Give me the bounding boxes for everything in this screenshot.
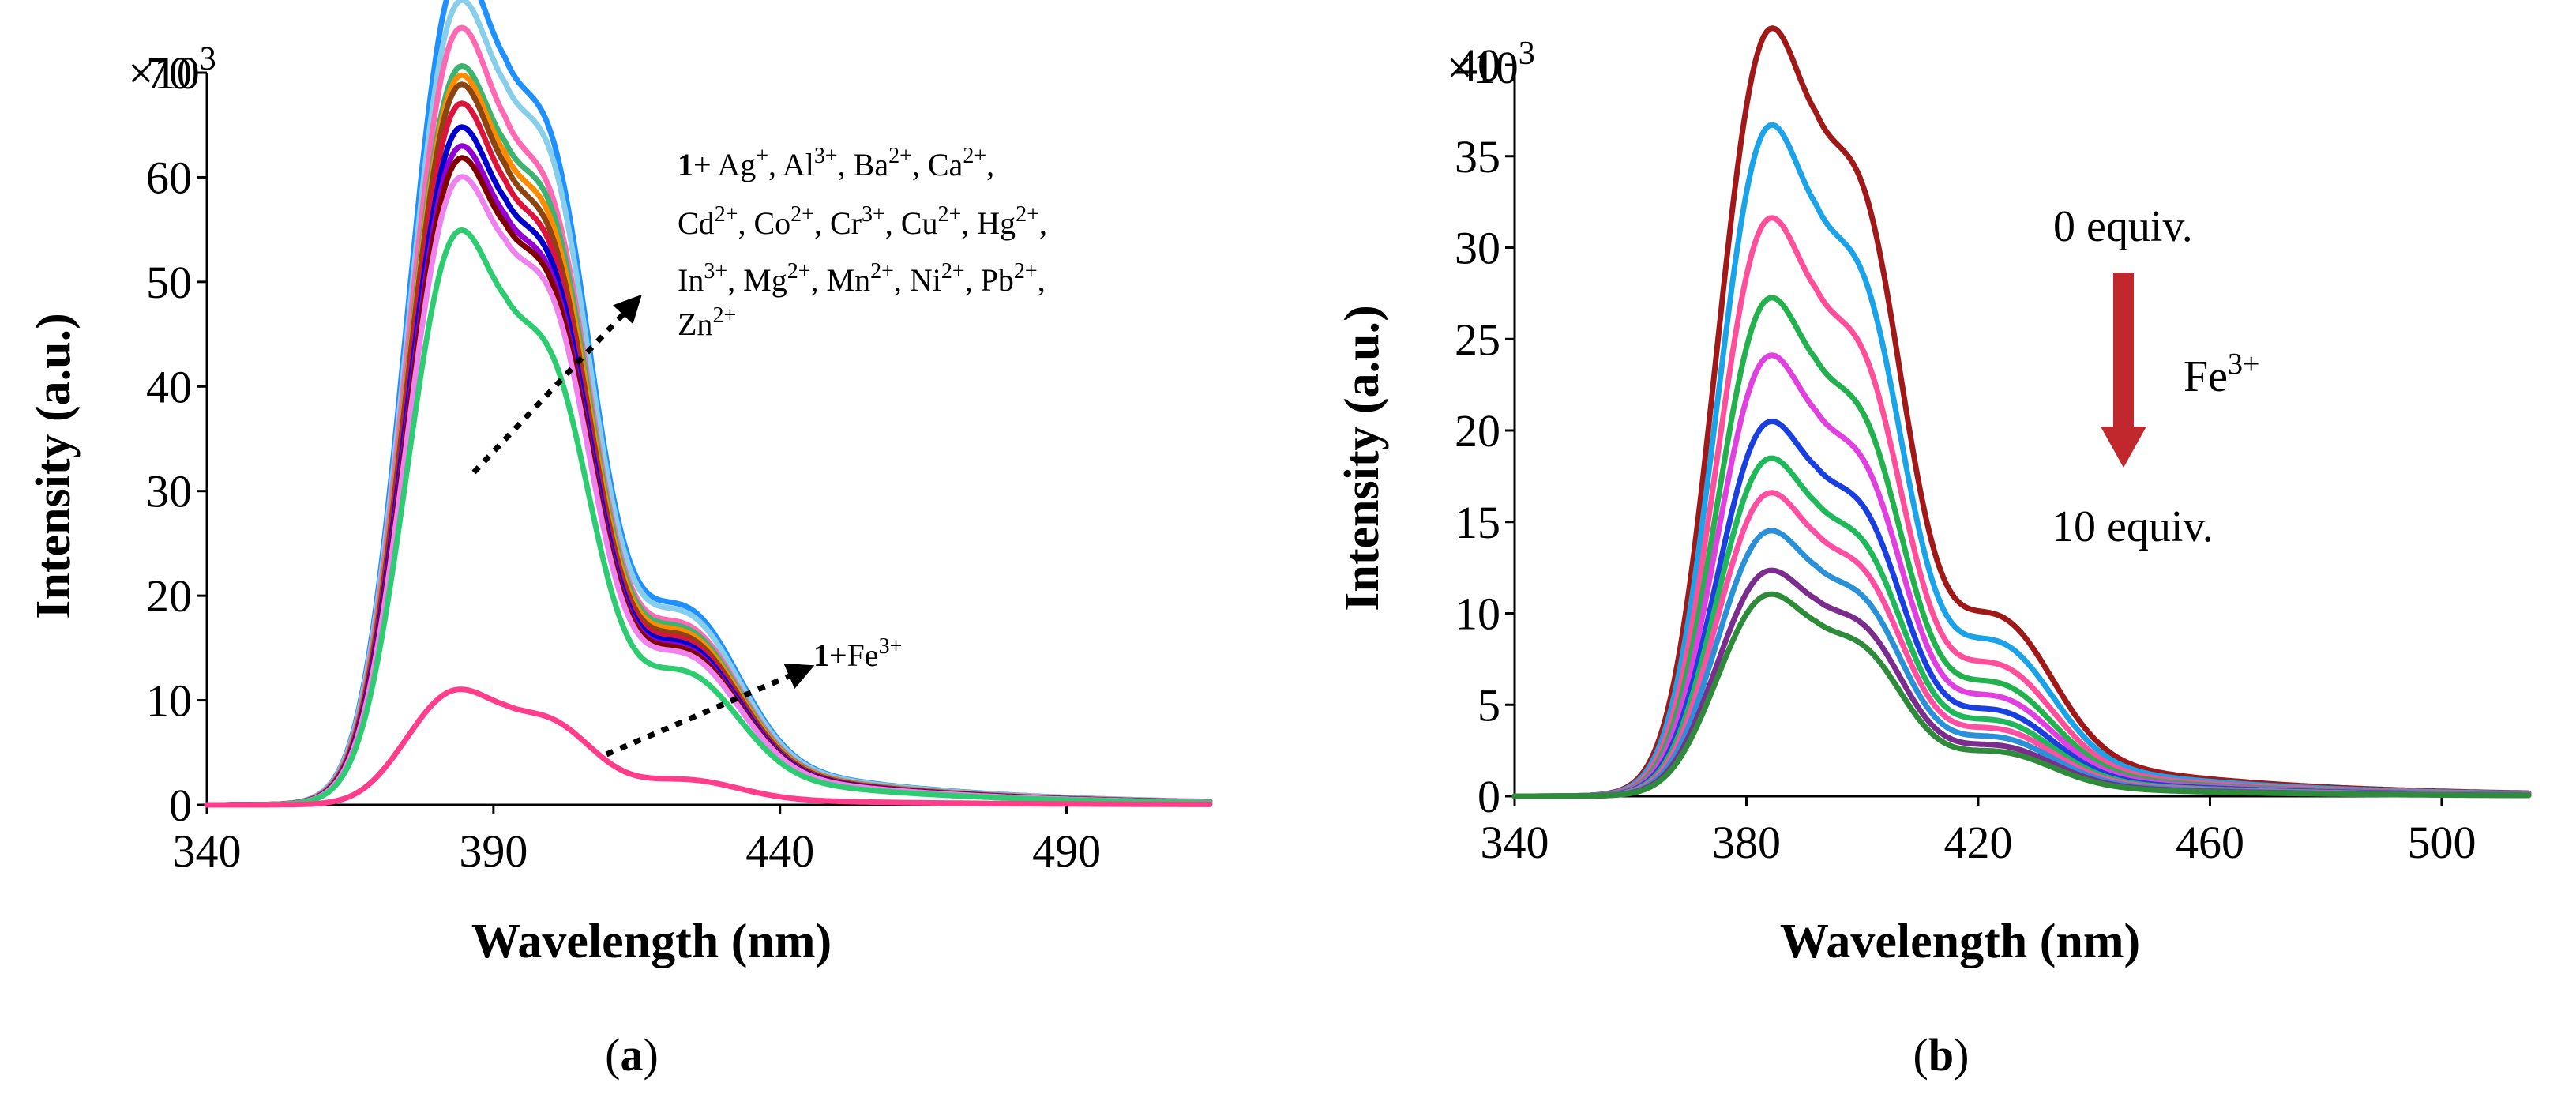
y-tick-label: 5 — [1478, 679, 1500, 731]
panel-b-x-axis-label: Wavelength (nm) — [1780, 915, 2140, 968]
panel-b-ion-annotation: Fe3+ — [2184, 348, 2259, 401]
series-line — [1511, 591, 2532, 799]
panel-b-y-multiplier: ×103 — [1447, 36, 1535, 93]
panel-a-x-axis-label: Wavelength (nm) — [471, 915, 832, 968]
y-tick-label: 30 — [146, 466, 192, 517]
series-line — [204, 72, 1213, 808]
panel-a-label: (a) — [605, 1029, 659, 1081]
y-tick-label: 40 — [146, 361, 192, 412]
panel-a-metals-arrow — [471, 294, 642, 475]
panel-a-axes: 0 10 20 30 40 50 60 70 340 390 440 490 — [146, 47, 1210, 877]
panel-a: ×103 0 10 20 30 40 50 60 70 340 390 440 490 Intensi… — [27, 0, 1213, 1081]
x-tick-label: 380 — [1712, 817, 1781, 868]
panel-b-start-annotation: 0 equiv. — [2053, 202, 2193, 251]
y-tick-label: 10 — [146, 675, 192, 727]
x-tick-label: 340 — [173, 825, 242, 877]
x-tick-label: 500 — [2407, 817, 2476, 868]
series-line — [204, 227, 1213, 808]
panel-b: ×103 0 5 10 15 20 25 30 35 40 340 380 420 460 500 Int… — [1335, 25, 2532, 1081]
y-tick-label: 60 — [146, 152, 192, 203]
x-tick-label: 420 — [1943, 817, 2012, 868]
y-tick-label: 10 — [1455, 588, 1500, 640]
panel-b-axes: 0 5 10 15 20 25 30 35 40 340 380 420 460 500 — [1455, 39, 2529, 868]
panel-a-fe-arrow — [605, 663, 815, 758]
panel-b-y-axis-label: Intensity (a.u.) — [1335, 305, 1389, 611]
y-tick-label: 30 — [1455, 223, 1500, 274]
y-tick-label: 35 — [1455, 131, 1500, 182]
panel-a-metals-annotation-line1: 1+ Ag+, Al3+, Ba2+, Ca2+, — [678, 144, 994, 182]
panel-a-metals-annotation-line2: Cd2+, Co2+, Cr3+, Cu2+, Hg2+, — [678, 202, 1047, 241]
y-tick-label: 40 — [1455, 39, 1500, 91]
panel-b-end-annotation: 10 equiv. — [2052, 502, 2214, 551]
series-line — [1511, 25, 2532, 799]
y-tick-label: 0 — [169, 780, 192, 831]
y-tick-label: 20 — [1455, 405, 1500, 457]
x-tick-label: 440 — [745, 825, 814, 877]
x-tick-label: 490 — [1032, 825, 1101, 877]
series-line — [204, 686, 1213, 808]
panel-a-fe-annotation: 1+Fe3+ — [813, 634, 902, 673]
y-tick-label: 70 — [146, 47, 192, 99]
panel-b-series — [1511, 25, 2532, 799]
y-tick-label: 25 — [1455, 314, 1500, 365]
x-tick-label: 390 — [459, 825, 528, 877]
y-tick-label: 20 — [146, 570, 192, 622]
y-tick-label: 0 — [1478, 771, 1500, 822]
panel-b-arrow-shaft — [2113, 273, 2134, 430]
panel-a-y-axis-label: Intensity (a.u.) — [27, 313, 81, 619]
panel-b-label: (b) — [1913, 1029, 1970, 1081]
panel-b-arrow-head — [2101, 427, 2146, 468]
panel-a-series — [204, 0, 1213, 808]
x-tick-label: 460 — [2176, 817, 2244, 868]
panel-a-y-multiplier: ×103 — [128, 41, 216, 99]
series-line — [204, 81, 1213, 808]
y-tick-label: 15 — [1455, 497, 1500, 548]
series-line — [204, 24, 1213, 808]
x-tick-label: 340 — [1481, 817, 1549, 868]
panel-a-metals-annotation-line3: In3+, Mg2+, Mn2+, Ni2+, Pb2+, — [678, 259, 1046, 298]
y-tick-label: 50 — [146, 257, 192, 308]
panel-a-metals-annotation-line4: Zn2+ — [678, 303, 736, 342]
